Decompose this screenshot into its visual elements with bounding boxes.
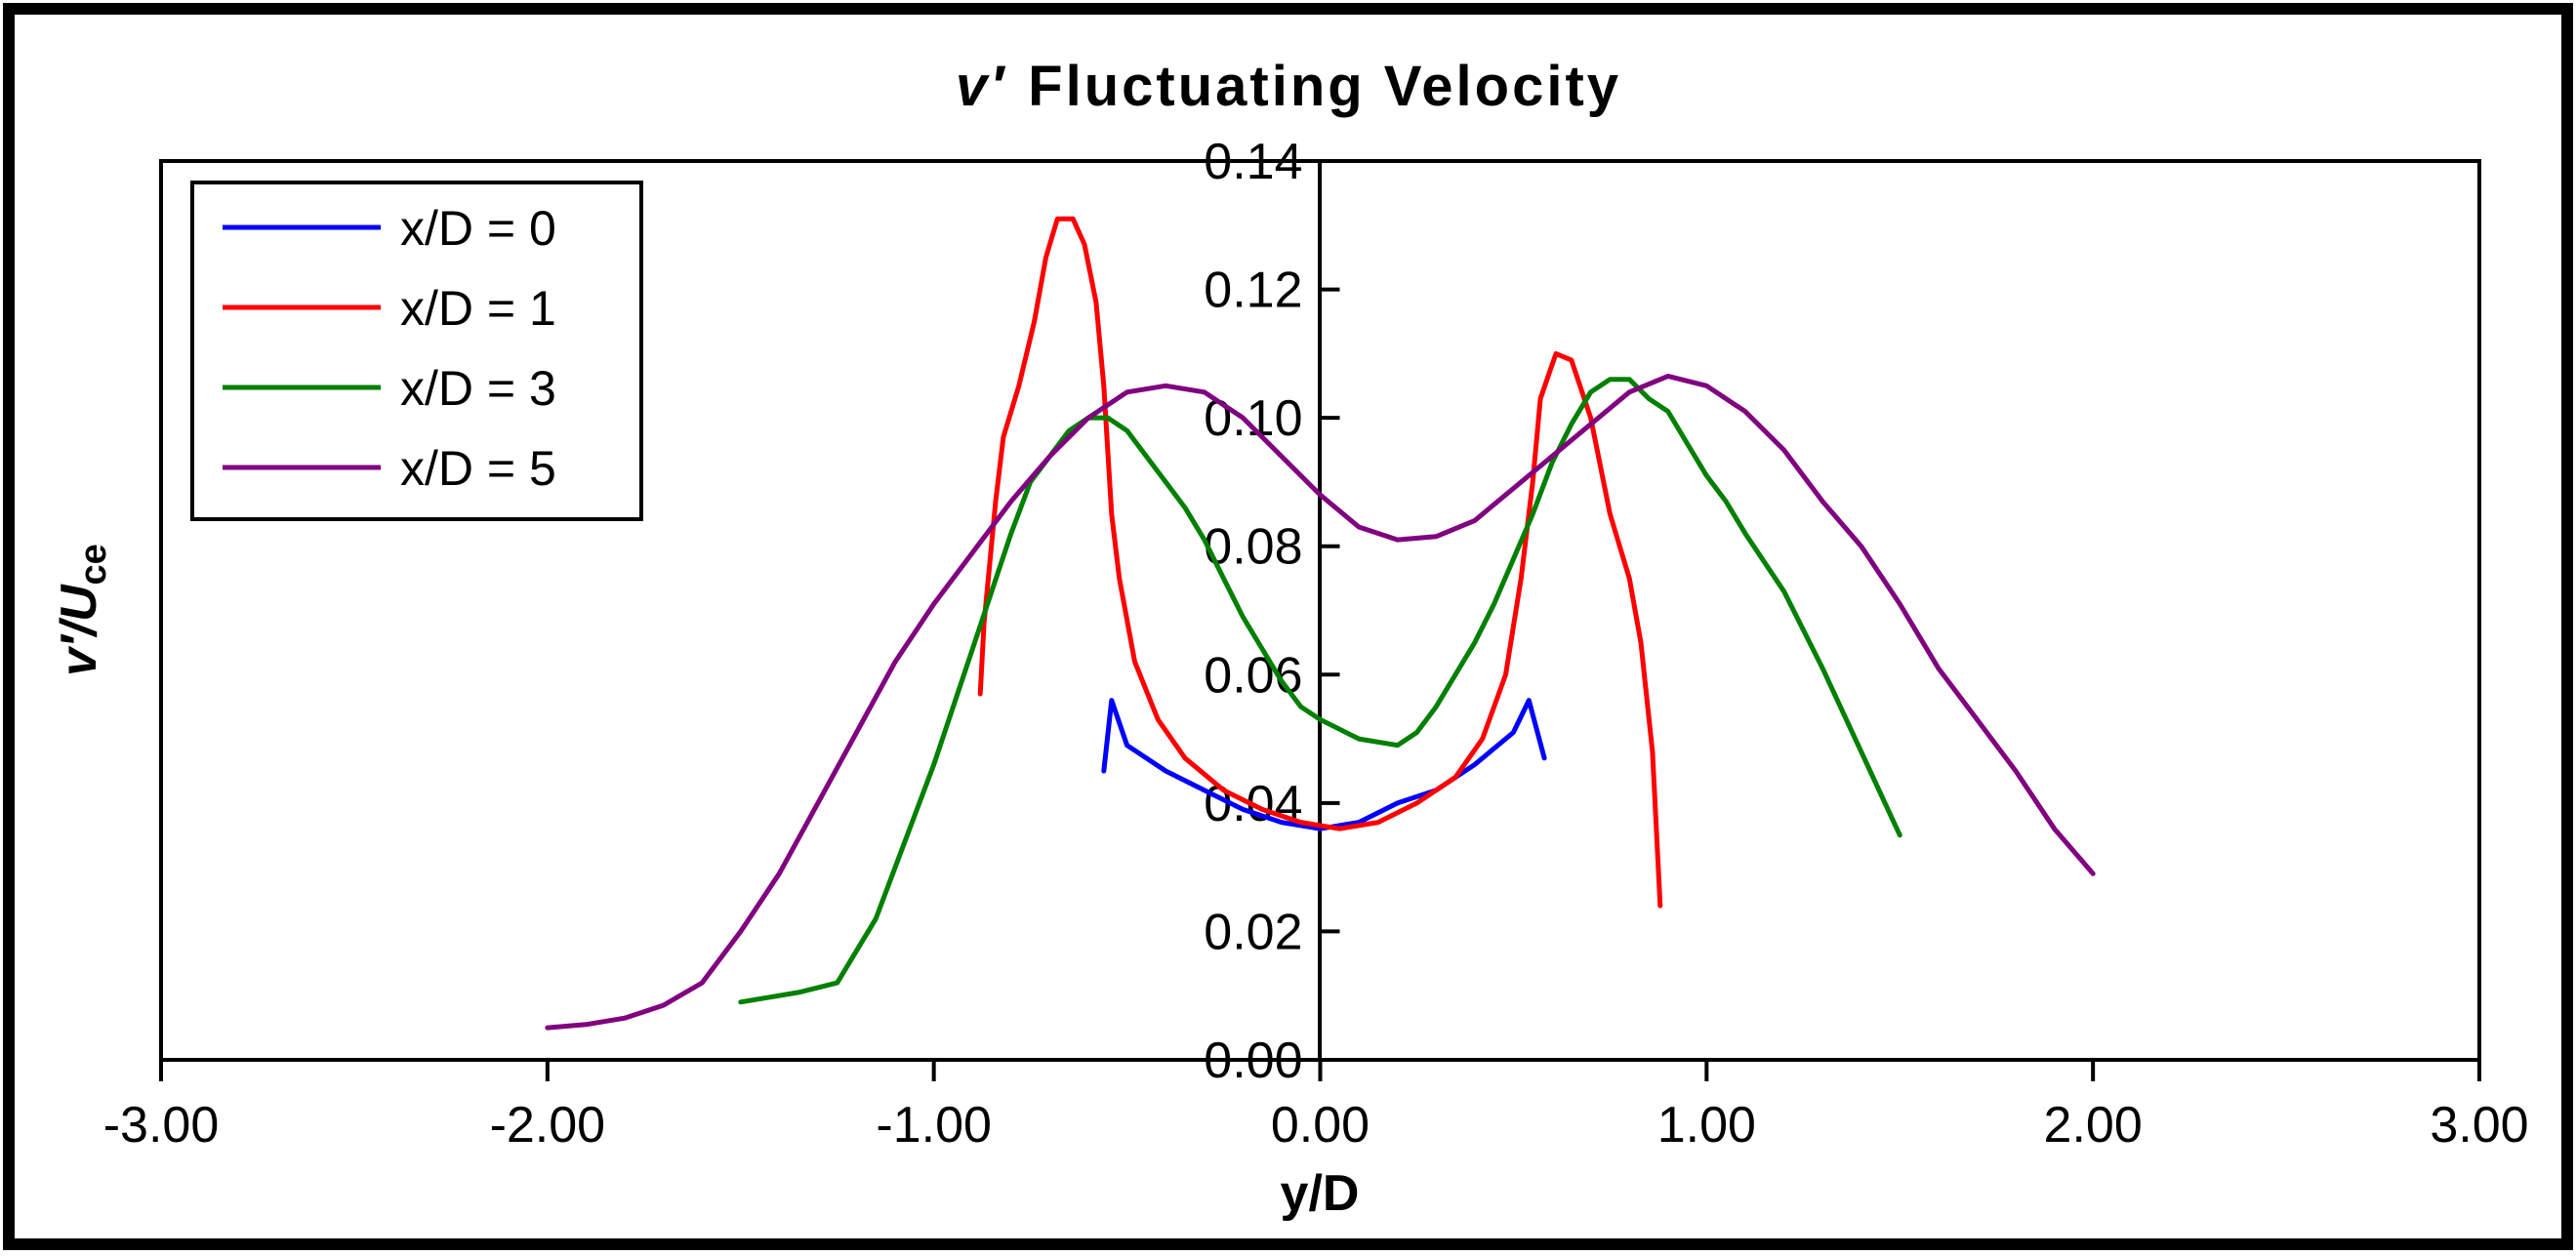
chart-title: v′ Fluctuating Velocity: [956, 55, 1621, 118]
chart-title-prefix: v′: [956, 55, 1006, 118]
y-axis-title-main: v′/U: [51, 584, 107, 676]
y-tick-label: 0.12: [1204, 263, 1302, 319]
legend-label-1: x/D = 0: [400, 201, 556, 256]
legend-items: x/D = 0 x/D = 1 x/D = 3 x/D = 5: [223, 201, 556, 496]
legend: x/D = 0 x/D = 1 x/D = 3 x/D = 5: [190, 181, 643, 521]
y-axis-title-subscript: ce: [73, 544, 114, 585]
x-tick-label: 3.00: [2430, 1097, 2528, 1154]
series-line-1: [1101, 698, 1547, 831]
y-tick-label: 0.06: [1204, 647, 1302, 704]
series-line-2: [977, 216, 1663, 909]
x-tick-label: 2.00: [2044, 1097, 2143, 1154]
y-axis-ticks: 0.000.020.040.060.080.100.120.14: [1204, 134, 1340, 1089]
x-axis-title: y/D: [1281, 1165, 1360, 1222]
legend-label-4: x/D = 5: [400, 441, 556, 496]
x-axis-ticks: -3.00 -2.00 -1.00 0.00 1.00 2.00 3.00: [103, 1060, 2529, 1154]
x-tick-label: 0.00: [1271, 1097, 1370, 1154]
x-tick-label: -2.00: [490, 1097, 606, 1154]
x-tick-label: 1.00: [1657, 1097, 1756, 1154]
y-axis-title: v′/Uce: [51, 544, 114, 676]
y-tick-label: 0.14: [1204, 134, 1302, 190]
legend-box: [190, 181, 643, 521]
x-tick-label: -3.00: [103, 1097, 220, 1154]
series-line-4: [545, 373, 2096, 1031]
legend-label-3: x/D = 3: [400, 361, 556, 416]
x-tick-label: -1.00: [876, 1097, 992, 1154]
y-tick-label: 0.08: [1204, 519, 1302, 576]
series-line-3: [738, 377, 1902, 1005]
legend-label-2: x/D = 1: [400, 281, 556, 336]
series-layer: [545, 216, 2096, 1031]
chart-title-text: Fluctuating Velocity: [1028, 55, 1621, 118]
y-tick-label: 0.02: [1204, 904, 1302, 960]
y-tick-label: 0.00: [1204, 1033, 1302, 1089]
